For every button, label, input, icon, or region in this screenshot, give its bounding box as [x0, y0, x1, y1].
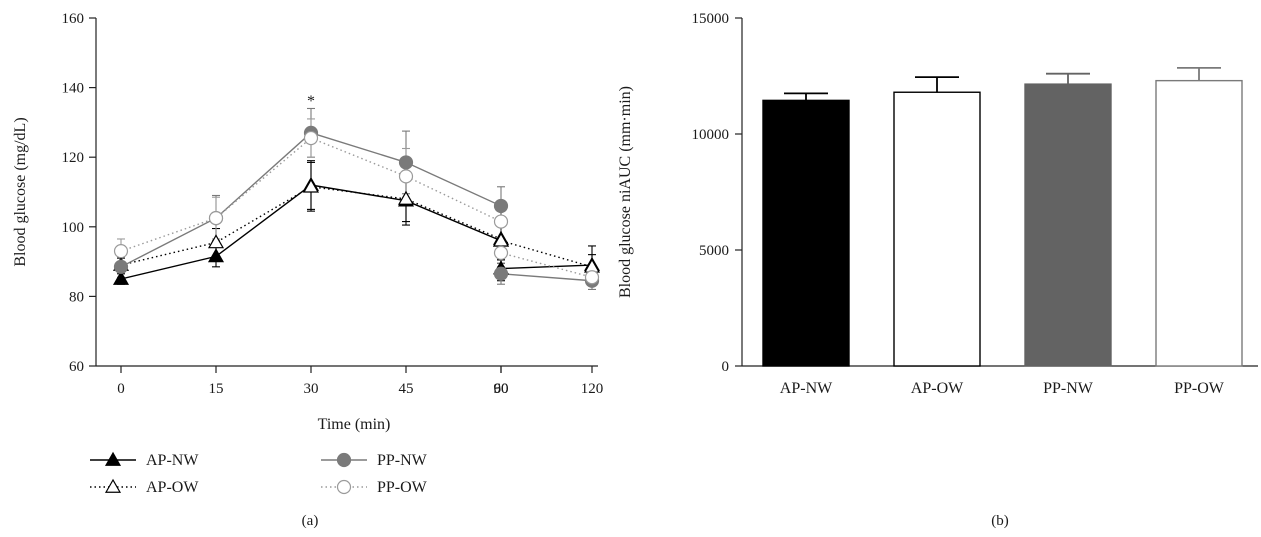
y-tick-label: 10000 — [692, 127, 730, 143]
x-tick-label: 120 — [581, 381, 604, 397]
y-tick-label: 160 — [62, 11, 85, 27]
y-axis-ticks: 0 5000 10000 15000 — [692, 11, 742, 375]
y-tick-label: 15000 — [692, 11, 730, 27]
data-point-apnw — [112, 270, 130, 285]
data-point-apnw — [207, 248, 225, 263]
data-point-apow — [302, 178, 320, 193]
data-point-ppow — [208, 211, 224, 226]
significance-asterisk: * — [307, 93, 315, 110]
legend-marker-ppow — [336, 479, 352, 495]
legend: AP-NW AP-OW PP-NW PP-OW — [90, 451, 428, 496]
series-line-ppnw — [120, 132, 593, 282]
data-point-ppnw — [113, 259, 129, 274]
legend-label-apnw: AP-NW — [146, 452, 199, 469]
x-tick-label: 15 — [209, 381, 224, 397]
data-point-ppow — [584, 270, 600, 285]
data-point-ppnw — [493, 266, 509, 281]
x-tick-label: 45 — [399, 381, 414, 397]
x-tick-label: AP-NW — [780, 380, 833, 397]
x-tick-label: PP-NW — [1043, 380, 1094, 397]
y-tick-label: 120 — [62, 150, 85, 166]
bar-chart-panel: 0 5000 10000 15000 AP-NW AP-OW PP-NW PP-OW Blo… — [617, 11, 1258, 529]
legend-label-apow: AP-OW — [146, 479, 199, 496]
series-line-ppow — [120, 137, 593, 278]
y-tick-label: 80 — [69, 289, 84, 305]
panel-label-b: (b) — [991, 513, 1009, 529]
x-tick-label: AP-OW — [911, 380, 964, 397]
data-point-apow — [397, 190, 415, 205]
x-tick-label: 90 — [494, 381, 509, 397]
bar-ap-nw — [762, 99, 850, 367]
series-lines — [120, 132, 593, 282]
y-tick-label: 100 — [62, 220, 85, 236]
series-line-apow — [120, 186, 593, 268]
bar-pp-ow — [1155, 79, 1243, 367]
x-axis-ticks: AP-NW AP-OW PP-NW PP-OW — [780, 380, 1225, 397]
data-point-ppow — [493, 214, 509, 229]
data-point-ppow — [398, 169, 414, 184]
legend-marker-apnw — [104, 451, 122, 466]
x-tick-label: 30 — [304, 381, 319, 397]
bar-ap-ow — [893, 91, 981, 367]
legend-marker-ppnw — [336, 452, 352, 468]
legend-label-ppnw: PP-NW — [377, 452, 428, 469]
legend-label-ppow: PP-OW — [377, 479, 428, 496]
y-tick-label: 60 — [69, 359, 84, 375]
panel-label-a: (a) — [302, 513, 319, 529]
y-tick-label: 0 — [722, 359, 730, 375]
data-point-ppow — [113, 244, 129, 259]
data-point-ppnw — [398, 155, 414, 170]
x-tick-label: PP-OW — [1174, 380, 1225, 397]
y-tick-label: 5000 — [699, 243, 729, 259]
series-markers — [112, 125, 601, 288]
data-point-ppow — [303, 130, 319, 146]
bar-pp-nw — [1024, 83, 1112, 367]
bars — [762, 66, 1243, 367]
y-axis-label: Blood glucose niAUC (mm·min) — [617, 86, 634, 298]
y-axis-label: Blood glucose (mg/dL) — [12, 117, 29, 266]
x-tick-label: 0 — [117, 381, 125, 397]
y-tick-label: 140 — [62, 81, 85, 97]
x-axis-label: Time (min) — [318, 416, 391, 433]
legend-marker-apow — [104, 478, 122, 493]
y-axis-ticks: 60 80 100 120 140 160 — [62, 11, 96, 375]
data-point-ppow — [493, 245, 509, 260]
series-line-apnw — [120, 184, 593, 280]
data-point-ppnw — [493, 198, 509, 214]
data-point-apow — [207, 234, 225, 249]
x-tick-label: 60 — [494, 381, 509, 397]
